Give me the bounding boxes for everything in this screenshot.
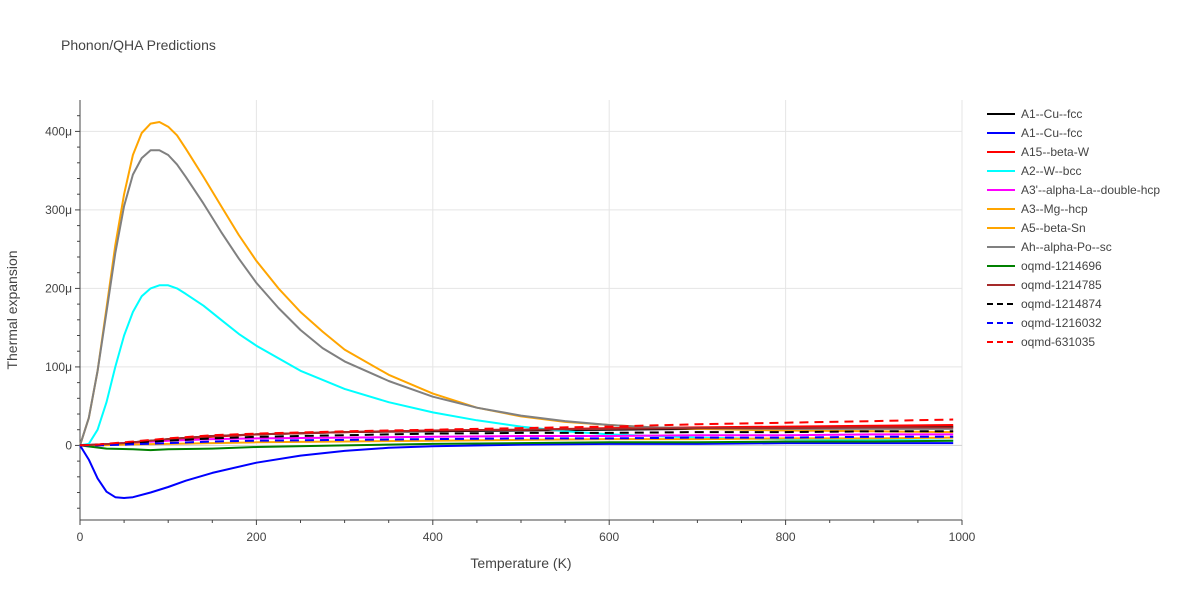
legend-item[interactable]: A1--Cu--fcc [987, 107, 1082, 121]
legend-item[interactable]: oqmd-1216032 [987, 316, 1102, 330]
y-tick-label: 300μ [45, 203, 72, 217]
x-tick-label: 0 [77, 530, 84, 544]
y-tick-labels: 0 100μ 200μ 300μ 400μ [45, 124, 72, 452]
series-line [79, 430, 954, 447]
legend[interactable]: A1--Cu--fcc A1--Cu--fcc A15--beta-W A2--W--… [987, 107, 1160, 349]
chart-title: Phonon/QHA Predictions [61, 37, 216, 53]
legend-label: A1--Cu--fcc [1021, 107, 1082, 121]
legend-item[interactable]: A3--Mg--hcp [987, 202, 1088, 216]
legend-item[interactable]: Ah--alpha-Po--sc [987, 240, 1112, 254]
x-tick-label: 1000 [949, 530, 976, 544]
legend-label: Ah--alpha-Po--sc [1021, 240, 1112, 254]
legend-item[interactable]: A5--beta-Sn [987, 221, 1086, 235]
series-line [79, 284, 954, 447]
series-line [79, 149, 954, 446]
legend-label: A3'--alpha-La--double-hcp [1021, 183, 1160, 197]
legend-label: oqmd-1214874 [1021, 297, 1102, 311]
y-tick-label: 200μ [45, 281, 72, 295]
legend-item[interactable]: A3'--alpha-La--double-hcp [987, 183, 1160, 197]
y-tick-label: 0 [65, 438, 72, 452]
legend-label: A5--beta-Sn [1021, 221, 1086, 235]
x-tick-label: 400 [423, 530, 443, 544]
legend-label: oqmd-1214696 [1021, 259, 1102, 273]
series-layer [79, 121, 954, 499]
legend-label: oqmd-631035 [1021, 335, 1095, 349]
legend-label: A2--W--bcc [1021, 164, 1081, 178]
series-line [79, 442, 954, 499]
series-line [79, 418, 954, 447]
x-tick-label: 600 [599, 530, 619, 544]
legend-item[interactable]: A1--Cu--fcc [987, 126, 1082, 140]
legend-label: A3--Mg--hcp [1021, 202, 1088, 216]
legend-item[interactable]: oqmd-1214696 [987, 259, 1102, 273]
x-tick-label: 800 [776, 530, 796, 544]
y-tick-label: 400μ [45, 124, 72, 138]
x-tick-labels: 0 200 400 600 800 1000 [77, 530, 976, 544]
legend-label: oqmd-1214785 [1021, 278, 1102, 292]
series-line [80, 435, 954, 447]
legend-label: A1--Cu--fcc [1021, 126, 1082, 140]
y-tick-label: 100μ [45, 360, 72, 374]
legend-item[interactable]: A15--beta-W [987, 145, 1090, 159]
legend-label: oqmd-1216032 [1021, 316, 1102, 330]
series-line [79, 439, 954, 452]
legend-item[interactable]: oqmd-1214874 [987, 297, 1102, 311]
x-tick-label: 200 [246, 530, 266, 544]
axes [75, 100, 963, 525]
grid-lines [80, 100, 963, 520]
legend-item[interactable]: oqmd-1214785 [987, 278, 1102, 292]
y-axis-title: Thermal expansion [4, 250, 20, 369]
legend-label: A15--beta-W [1021, 145, 1090, 159]
legend-item[interactable]: A2--W--bcc [987, 164, 1081, 178]
series-line [79, 121, 954, 446]
legend-item[interactable]: oqmd-631035 [987, 335, 1095, 349]
x-axis-title: Temperature (K) [470, 555, 571, 571]
